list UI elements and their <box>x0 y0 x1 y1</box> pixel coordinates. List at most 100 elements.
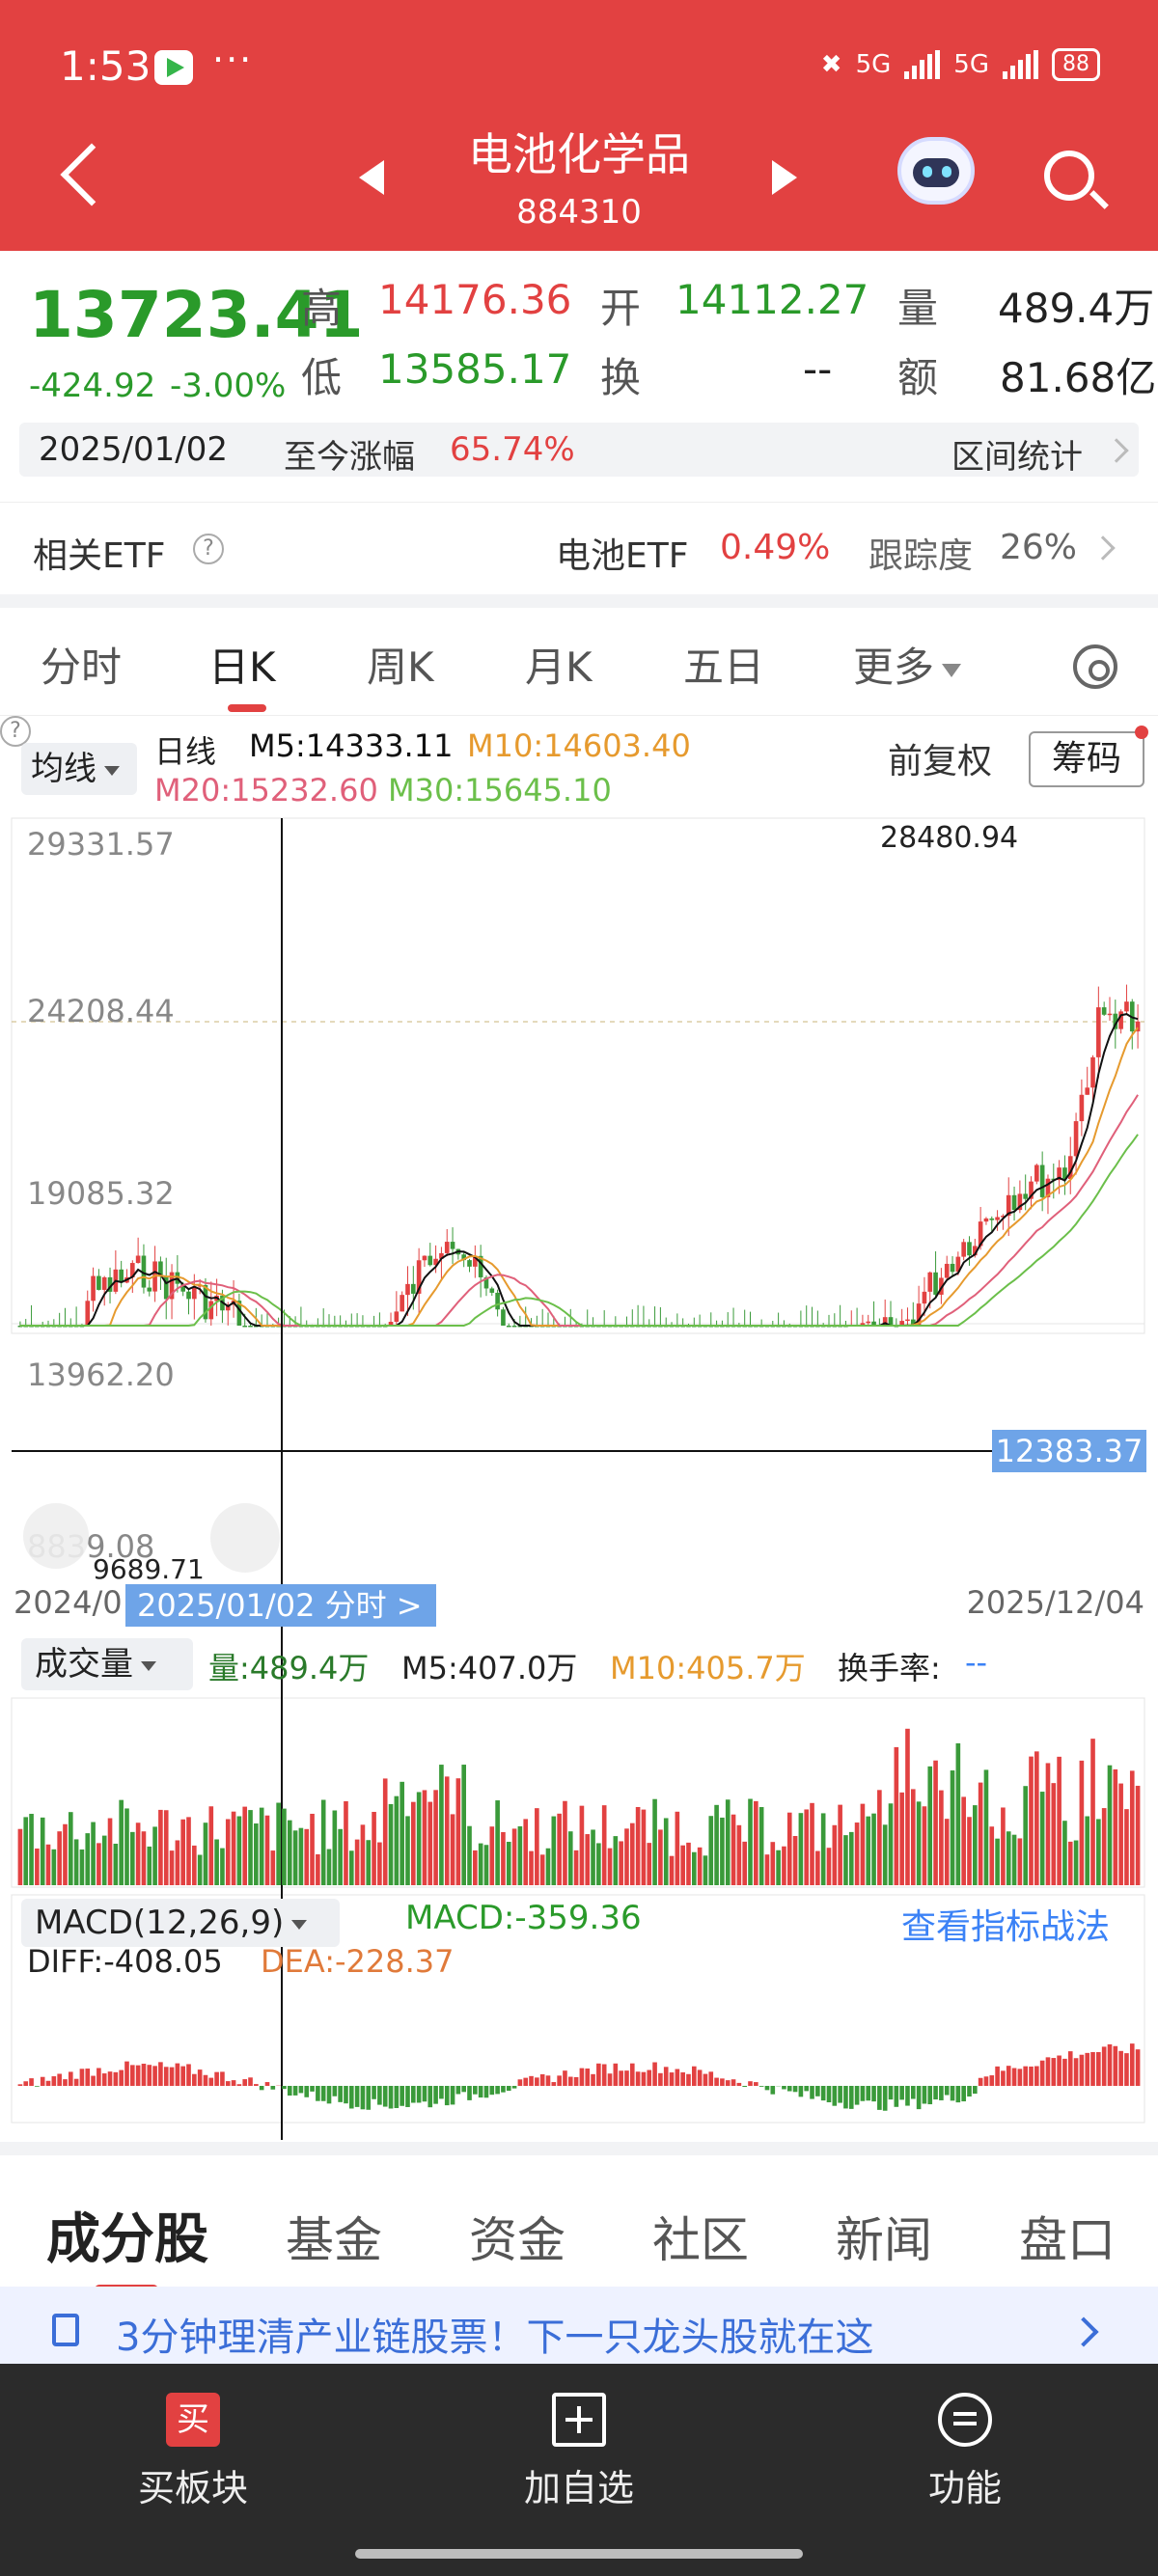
tab-funds[interactable]: 基金 <box>286 2212 382 2268</box>
help-icon[interactable]: ? <box>0 716 31 747</box>
volume-bar <box>680 1845 685 1885</box>
tab-community[interactable]: 社区 <box>652 2212 749 2268</box>
candle-body <box>973 1246 978 1256</box>
volume-bar <box>635 1806 641 1885</box>
candle-body <box>388 1322 394 1326</box>
macd-bar <box>478 2086 483 2098</box>
macd-strategy-link[interactable]: 查看指标战法 <box>901 1907 1111 1947</box>
cursor-date-tag[interactable]: 2025/01/02 分时 > <box>125 1584 436 1627</box>
macd-bar <box>186 2064 191 2086</box>
volume-selector[interactable]: 成交量 <box>21 1638 193 1690</box>
macd-bar <box>461 2086 466 2093</box>
macd-bar <box>483 2086 489 2098</box>
search-icon[interactable] <box>1044 151 1094 201</box>
macd-bar <box>758 2086 764 2087</box>
chip-button[interactable]: 筹码 <box>1029 731 1144 787</box>
macd-bar <box>439 2086 444 2099</box>
stock-title: 电池化学品 <box>468 128 690 180</box>
candle-body <box>461 1254 466 1261</box>
volume-bar <box>444 1776 450 1885</box>
buy-sector-button[interactable]: 买 买板块 <box>96 2393 290 2511</box>
help-icon[interactable]: ? <box>193 534 224 564</box>
turnover-rate-label: 换手率: <box>838 1650 941 1686</box>
volume-bar <box>270 1850 276 1885</box>
volume-bar <box>186 1817 191 1885</box>
back-icon[interactable] <box>60 143 124 206</box>
macd-bar <box>192 2073 197 2086</box>
candle-body <box>967 1242 972 1256</box>
tab-capital[interactable]: 资金 <box>469 2212 565 2268</box>
volume-bar <box>758 1807 764 1885</box>
macd-bar <box>720 2078 725 2086</box>
volume-bar <box>248 1810 253 1885</box>
volume-bar <box>135 1822 141 1885</box>
tab-order-book[interactable]: 盘口 <box>1019 2212 1116 2268</box>
macd-bar <box>955 2086 961 2103</box>
macd-selector[interactable]: MACD(12,26,9) <box>21 1899 340 1947</box>
open-value: 14112.27 <box>676 276 869 323</box>
volume-bar <box>214 1839 219 1885</box>
ai-assistant-icon[interactable] <box>897 137 975 205</box>
macd-bar <box>433 2086 438 2104</box>
macd-bar <box>316 2086 320 2101</box>
ma30-label: M30:15645.10 <box>388 772 612 808</box>
volume-bar <box>433 1790 438 1885</box>
volume-bar <box>411 1801 416 1885</box>
plus-square-icon <box>552 2393 606 2447</box>
macd-bar <box>348 2086 354 2109</box>
kline-chart-area[interactable]: 29331.57 24208.44 19085.32 13962.20 8839.08 2… <box>0 716 1158 2142</box>
promo-banner[interactable]: 3分钟理清产业链股票！下一只龙头股就在这 <box>0 2287 1158 2364</box>
macd-bar <box>782 2086 786 2090</box>
tab-five-day[interactable]: 五日 <box>683 644 765 691</box>
tab-constituents[interactable]: 成分股 <box>46 2208 208 2271</box>
functions-button[interactable]: 功能 <box>868 2393 1062 2511</box>
volume-bar <box>978 1782 983 1885</box>
macd-bar <box>326 2086 332 2104</box>
range-stats-bar[interactable]: 2025/01/02 至今涨幅 65.74% 区间统计 <box>19 423 1139 477</box>
next-stock-icon[interactable] <box>772 160 797 195</box>
candle-body <box>955 1256 961 1273</box>
macd-bar <box>455 2086 461 2095</box>
tab-daily-k[interactable]: 日K <box>208 644 276 691</box>
candle-body <box>489 1288 495 1293</box>
volume-bar <box>539 1854 545 1885</box>
macd-bar <box>17 2084 23 2086</box>
range-stats-link[interactable]: 区间统计 <box>951 438 1083 477</box>
signal-bars-icon-2 <box>1003 50 1038 79</box>
volume-bar <box>91 1822 96 1885</box>
candle-body <box>147 1287 152 1292</box>
macd-bar <box>967 2086 972 2097</box>
home-indicator <box>355 2549 803 2559</box>
prev-stock-icon[interactable] <box>359 160 384 195</box>
macd-bar <box>63 2079 68 2086</box>
candle-body <box>950 1263 955 1273</box>
tab-monthly-k[interactable]: 月K <box>525 644 593 691</box>
candle-body <box>444 1242 450 1253</box>
volume-bar <box>1062 1821 1067 1885</box>
macd-bar <box>1017 2069 1023 2086</box>
macd-bar <box>1051 2058 1057 2086</box>
macd-bar <box>1085 2052 1090 2086</box>
tab-more-label: 更多 <box>853 644 935 691</box>
settings-icon[interactable] <box>1073 644 1117 689</box>
tab-more[interactable]: 更多 <box>853 635 962 694</box>
related-etf-row[interactable]: 相关ETF ? 电池ETF 0.49% 跟踪度 26% <box>0 502 1158 594</box>
volume-bar <box>663 1818 669 1885</box>
tab-weekly-k[interactable]: 周K <box>367 644 434 691</box>
tab-news[interactable]: 新闻 <box>836 2212 932 2268</box>
macd-bar <box>815 2086 820 2096</box>
add-watchlist-button[interactable]: 加自选 <box>482 2393 676 2511</box>
tab-intraday[interactable]: 分时 <box>41 644 123 691</box>
macd-bar <box>764 2086 770 2091</box>
volume-bar <box>259 1807 264 1885</box>
volume-bar <box>416 1792 422 1885</box>
volume-bar <box>455 1778 461 1885</box>
macd-bar <box>843 2086 848 2109</box>
volume-bar <box>916 1801 922 1885</box>
adjust-label[interactable]: 前复权 <box>888 742 993 781</box>
candle-body <box>1135 1021 1141 1032</box>
macd-bar <box>40 2076 45 2086</box>
ma-selector[interactable]: 均线 <box>21 743 137 795</box>
macd-bar <box>523 2077 529 2086</box>
macd-bar <box>669 2072 675 2086</box>
